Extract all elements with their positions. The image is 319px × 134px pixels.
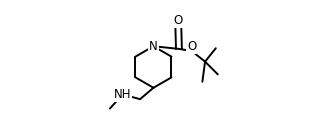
Text: O: O — [187, 40, 196, 53]
Text: N: N — [149, 40, 158, 53]
Text: NH: NH — [114, 88, 131, 101]
Text: O: O — [174, 14, 183, 27]
